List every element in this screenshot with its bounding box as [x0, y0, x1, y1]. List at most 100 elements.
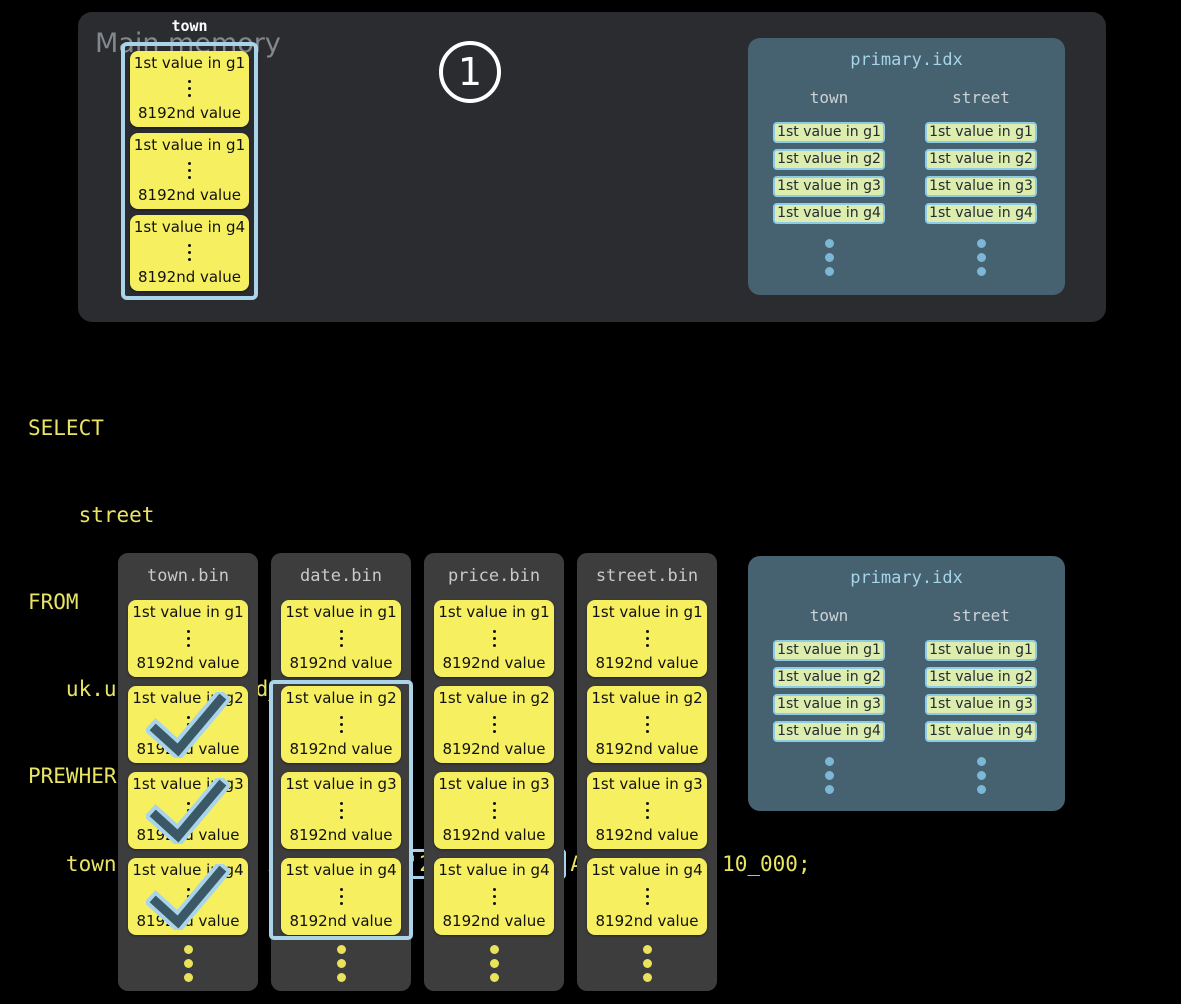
granule-first-value: 1st value in g2 [285, 689, 397, 707]
granule-last-value: 8192nd value [595, 912, 699, 930]
index-mark-chip: 1st value in g3 [925, 694, 1037, 715]
bin-file-panel-date: date.bin 1st value in g1 8192nd value 1s… [269, 553, 413, 991]
vertical-ellipsis [492, 629, 496, 647]
granule-block: 1st value in g4 8192nd value [434, 858, 554, 935]
main-memory-panel: Main memory town 1st value in g1 8192nd … [78, 12, 1106, 322]
granule-first-value: 1st value in g4 [438, 861, 550, 879]
more-granules-dots [424, 945, 564, 982]
index-mark-chip: 1st value in g2 [773, 667, 885, 688]
bin-file-name: price.bin [447, 566, 541, 586]
granule-last-value: 8192nd value [138, 268, 241, 286]
granule-first-value: 1st value in g3 [285, 775, 397, 793]
more-granules-dots [118, 945, 258, 982]
index-mark-chip: 1st value in g1 [773, 640, 885, 661]
granule-last-value: 8192nd value [289, 912, 393, 930]
granule-block: 1st value in g3 8192nd value [587, 772, 707, 849]
granule-first-value: 1st value in g4 [133, 218, 246, 236]
granule-first-value: 1st value in g4 [285, 861, 397, 879]
granule-last-value: 8192nd value [442, 826, 546, 844]
more-granules-dots [271, 945, 411, 982]
index-column-header-street: street [952, 88, 1010, 107]
granule-last-value: 8192nd value [442, 654, 546, 672]
index-mark-chip: 1st value in g2 [925, 667, 1037, 688]
vertical-ellipsis [492, 887, 496, 905]
granule-first-value: 1st value in g1 [285, 603, 397, 621]
index-mark-chip: 1st value in g4 [925, 721, 1037, 742]
vertical-ellipsis [645, 629, 649, 647]
index-mark-chip: 1st value in g4 [773, 721, 885, 742]
index-column-street: street 1st value in g1 1st value in g2 1… [925, 88, 1037, 276]
granule-last-value: 8192nd value [595, 826, 699, 844]
granule-block: 1st value in g1 8192nd value [128, 600, 248, 677]
checkmark-icon [146, 864, 230, 930]
index-columns: town 1st value in g1 1st value in g2 1st… [773, 606, 1040, 794]
vertical-ellipsis [339, 715, 343, 733]
granule-first-value: 1st value in g1 [132, 603, 244, 621]
vertical-ellipsis [339, 887, 343, 905]
granule-block: 1st value in g2 8192nd value [281, 686, 401, 763]
index-column-town: town 1st value in g1 1st value in g2 1st… [773, 88, 885, 276]
granule-last-value: 8192nd value [138, 186, 241, 204]
granule-block: 1st value in g2 8192nd value [128, 686, 248, 763]
index-mark-chip: 1st value in g1 [925, 640, 1037, 661]
index-column-street: street 1st value in g1 1st value in g2 1… [925, 606, 1037, 794]
index-mark-chip: 1st value in g3 [773, 176, 885, 197]
step-1-badge: 1 [439, 41, 501, 103]
primary-index-title: primary.idx [850, 50, 963, 70]
town-column-label: town [171, 17, 208, 35]
vertical-ellipsis [492, 715, 496, 733]
granule-first-value: 1st value in g1 [591, 603, 703, 621]
bin-file-name: street.bin [595, 566, 699, 586]
granule-last-value: 8192nd value [136, 654, 240, 672]
granule-first-value: 1st value in g2 [591, 689, 703, 707]
granule-last-value: 8192nd value [442, 912, 546, 930]
vertical-ellipsis [339, 629, 343, 647]
index-mark-chip: 1st value in g4 [773, 203, 885, 224]
granule-first-value: 1st value in g4 [591, 861, 703, 879]
granule-last-value: 8192nd value [442, 740, 546, 758]
index-mark-chip: 1st value in g2 [925, 149, 1037, 170]
index-mark-chip: 1st value in g3 [773, 694, 885, 715]
granule-block: 1st value in g1 8192nd value [587, 600, 707, 677]
index-mark-chip: 1st value in g2 [773, 149, 885, 170]
granule-block: 1st value in g4 8192nd value [128, 858, 248, 935]
vertical-ellipsis [188, 80, 191, 97]
granule-first-value: 1st value in g1 [133, 136, 246, 154]
more-rows-dots [925, 239, 1037, 276]
sql-line: FROM [28, 590, 79, 614]
index-mark-chip: 1st value in g3 [925, 176, 1037, 197]
granule-block: 1st value in g3 8192nd value [281, 772, 401, 849]
granule-block: 1st value in g4 8192nd value [587, 858, 707, 935]
sql-line: PREWHERE [28, 764, 130, 788]
granule-block: 1st value in g1 8192nd value [130, 51, 249, 127]
granule-block: 1st value in g1 8192nd value [281, 600, 401, 677]
granule-last-value: 8192nd value [289, 826, 393, 844]
checkmark-icon [146, 778, 230, 844]
granule-first-value: 1st value in g1 [438, 603, 550, 621]
vertical-ellipsis [645, 887, 649, 905]
bin-file-name: town.bin [147, 566, 229, 586]
granule-last-value: 8192nd value [595, 654, 699, 672]
granule-last-value: 8192nd value [289, 654, 393, 672]
vertical-ellipsis [492, 801, 496, 819]
primary-index-title: primary.idx [850, 568, 963, 588]
granule-block: 1st value in g1 8192nd value [130, 133, 249, 209]
granule-last-value: 8192nd value [138, 104, 241, 122]
vertical-ellipsis [339, 801, 343, 819]
primary-index-panel: primary.idx town 1st value in g1 1st val… [748, 38, 1065, 295]
granule-block: 1st value in g4 8192nd value [130, 215, 249, 291]
sql-line: street [28, 503, 155, 527]
granule-block: 1st value in g1 8192nd value [434, 600, 554, 677]
town-column-highlight-box: 1st value in g1 8192nd value 1st value i… [121, 42, 258, 300]
vertical-ellipsis [645, 715, 649, 733]
granule-first-value: 1st value in g2 [438, 689, 550, 707]
sql-line: SELECT [28, 416, 104, 440]
granule-block: 1st value in g4 8192nd value [281, 858, 401, 935]
granule-block: 1st value in g3 8192nd value [128, 772, 248, 849]
more-rows-dots [925, 757, 1037, 794]
index-column-header-street: street [952, 606, 1010, 625]
index-column-town: town 1st value in g1 1st value in g2 1st… [773, 606, 885, 794]
index-mark-chip: 1st value in g1 [925, 122, 1037, 143]
granule-first-value: 1st value in g1 [133, 54, 246, 72]
